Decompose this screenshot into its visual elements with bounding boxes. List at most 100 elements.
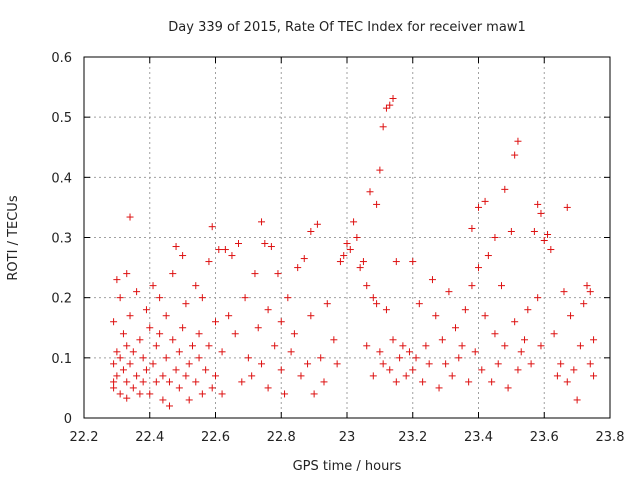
data-point [313, 220, 321, 228]
data-point [590, 336, 598, 344]
data-point [258, 360, 266, 368]
data-point [521, 336, 529, 344]
data-point [159, 372, 167, 380]
data-point [415, 300, 423, 308]
data-point [198, 294, 206, 302]
data-point [550, 330, 558, 338]
data-point [110, 378, 118, 386]
data-point [491, 330, 499, 338]
data-point [294, 264, 302, 272]
data-point [343, 240, 351, 248]
data-point [238, 378, 246, 386]
data-point [244, 354, 252, 362]
chart-title: Day 339 of 2015, Rate Of TEC Index for r… [168, 20, 525, 35]
data-point [557, 360, 565, 368]
x-tick-label: 23.4 [464, 430, 493, 445]
data-point [271, 342, 279, 350]
data-point [359, 258, 367, 266]
data-point [123, 270, 131, 278]
data-point [119, 330, 127, 338]
data-point [116, 354, 124, 362]
data-point [264, 306, 272, 314]
data-point [126, 312, 134, 320]
data-point [307, 227, 315, 235]
data-point [330, 336, 338, 344]
data-point [139, 378, 147, 386]
data-point [231, 330, 239, 338]
data-point [382, 306, 390, 314]
data-point [133, 372, 141, 380]
data-point [366, 188, 374, 196]
data-point [317, 354, 325, 362]
data-point [448, 372, 456, 380]
data-point [136, 336, 144, 344]
data-point [382, 104, 390, 112]
data-point [149, 360, 157, 368]
data-point [405, 348, 413, 356]
data-point [468, 282, 476, 290]
data-point [126, 360, 134, 368]
data-point [212, 318, 219, 326]
data-point [586, 288, 594, 296]
data-point [481, 197, 489, 205]
data-point [396, 354, 404, 362]
data-point [501, 342, 509, 350]
data-point [544, 230, 552, 238]
data-point [491, 234, 499, 241]
y-axis-label: ROTI / TECUs [6, 195, 21, 280]
data-point [251, 270, 259, 278]
data-point [277, 318, 285, 326]
data-point [498, 282, 506, 290]
data-point [389, 95, 397, 103]
data-point [527, 360, 535, 368]
data-point [570, 366, 578, 374]
data-point [373, 200, 381, 208]
data-point [123, 394, 131, 402]
data-point [399, 342, 407, 350]
data-point [123, 378, 131, 386]
data-point [146, 390, 154, 398]
y-tick-label: 0.6 [51, 51, 72, 66]
data-point [110, 360, 118, 368]
data-point [402, 372, 410, 380]
y-tick-label: 0 [64, 412, 72, 427]
data-point [350, 218, 358, 226]
data-point [307, 312, 315, 320]
data-point [409, 366, 417, 374]
data-point [179, 252, 187, 260]
data-point [169, 336, 177, 344]
data-point [567, 312, 575, 320]
data-point [392, 378, 400, 386]
data-point [172, 243, 180, 251]
data-point [113, 276, 121, 284]
data-point [277, 366, 285, 374]
x-axis-label: GPS time / hours [293, 459, 402, 474]
data-point [185, 396, 193, 404]
data-point [580, 300, 588, 308]
data-point [363, 342, 371, 350]
data-point [563, 378, 571, 386]
data-point [304, 360, 312, 368]
data-point [451, 324, 459, 332]
data-point [110, 318, 118, 326]
data-point [560, 288, 568, 296]
data-point [432, 312, 440, 320]
data-point [458, 342, 466, 350]
data-point [287, 348, 295, 356]
data-point [428, 276, 436, 284]
data-point [590, 372, 598, 380]
data-point [511, 151, 519, 159]
y-tick-label: 0.5 [51, 111, 72, 126]
data-point [425, 360, 433, 368]
data-points [110, 95, 598, 410]
data-point [530, 227, 538, 235]
data-point [468, 224, 476, 232]
data-point [392, 258, 400, 266]
data-point [218, 390, 226, 398]
data-point [471, 348, 479, 356]
data-point [386, 366, 394, 374]
data-point [563, 203, 571, 211]
data-point [297, 372, 305, 380]
data-point [241, 294, 249, 302]
